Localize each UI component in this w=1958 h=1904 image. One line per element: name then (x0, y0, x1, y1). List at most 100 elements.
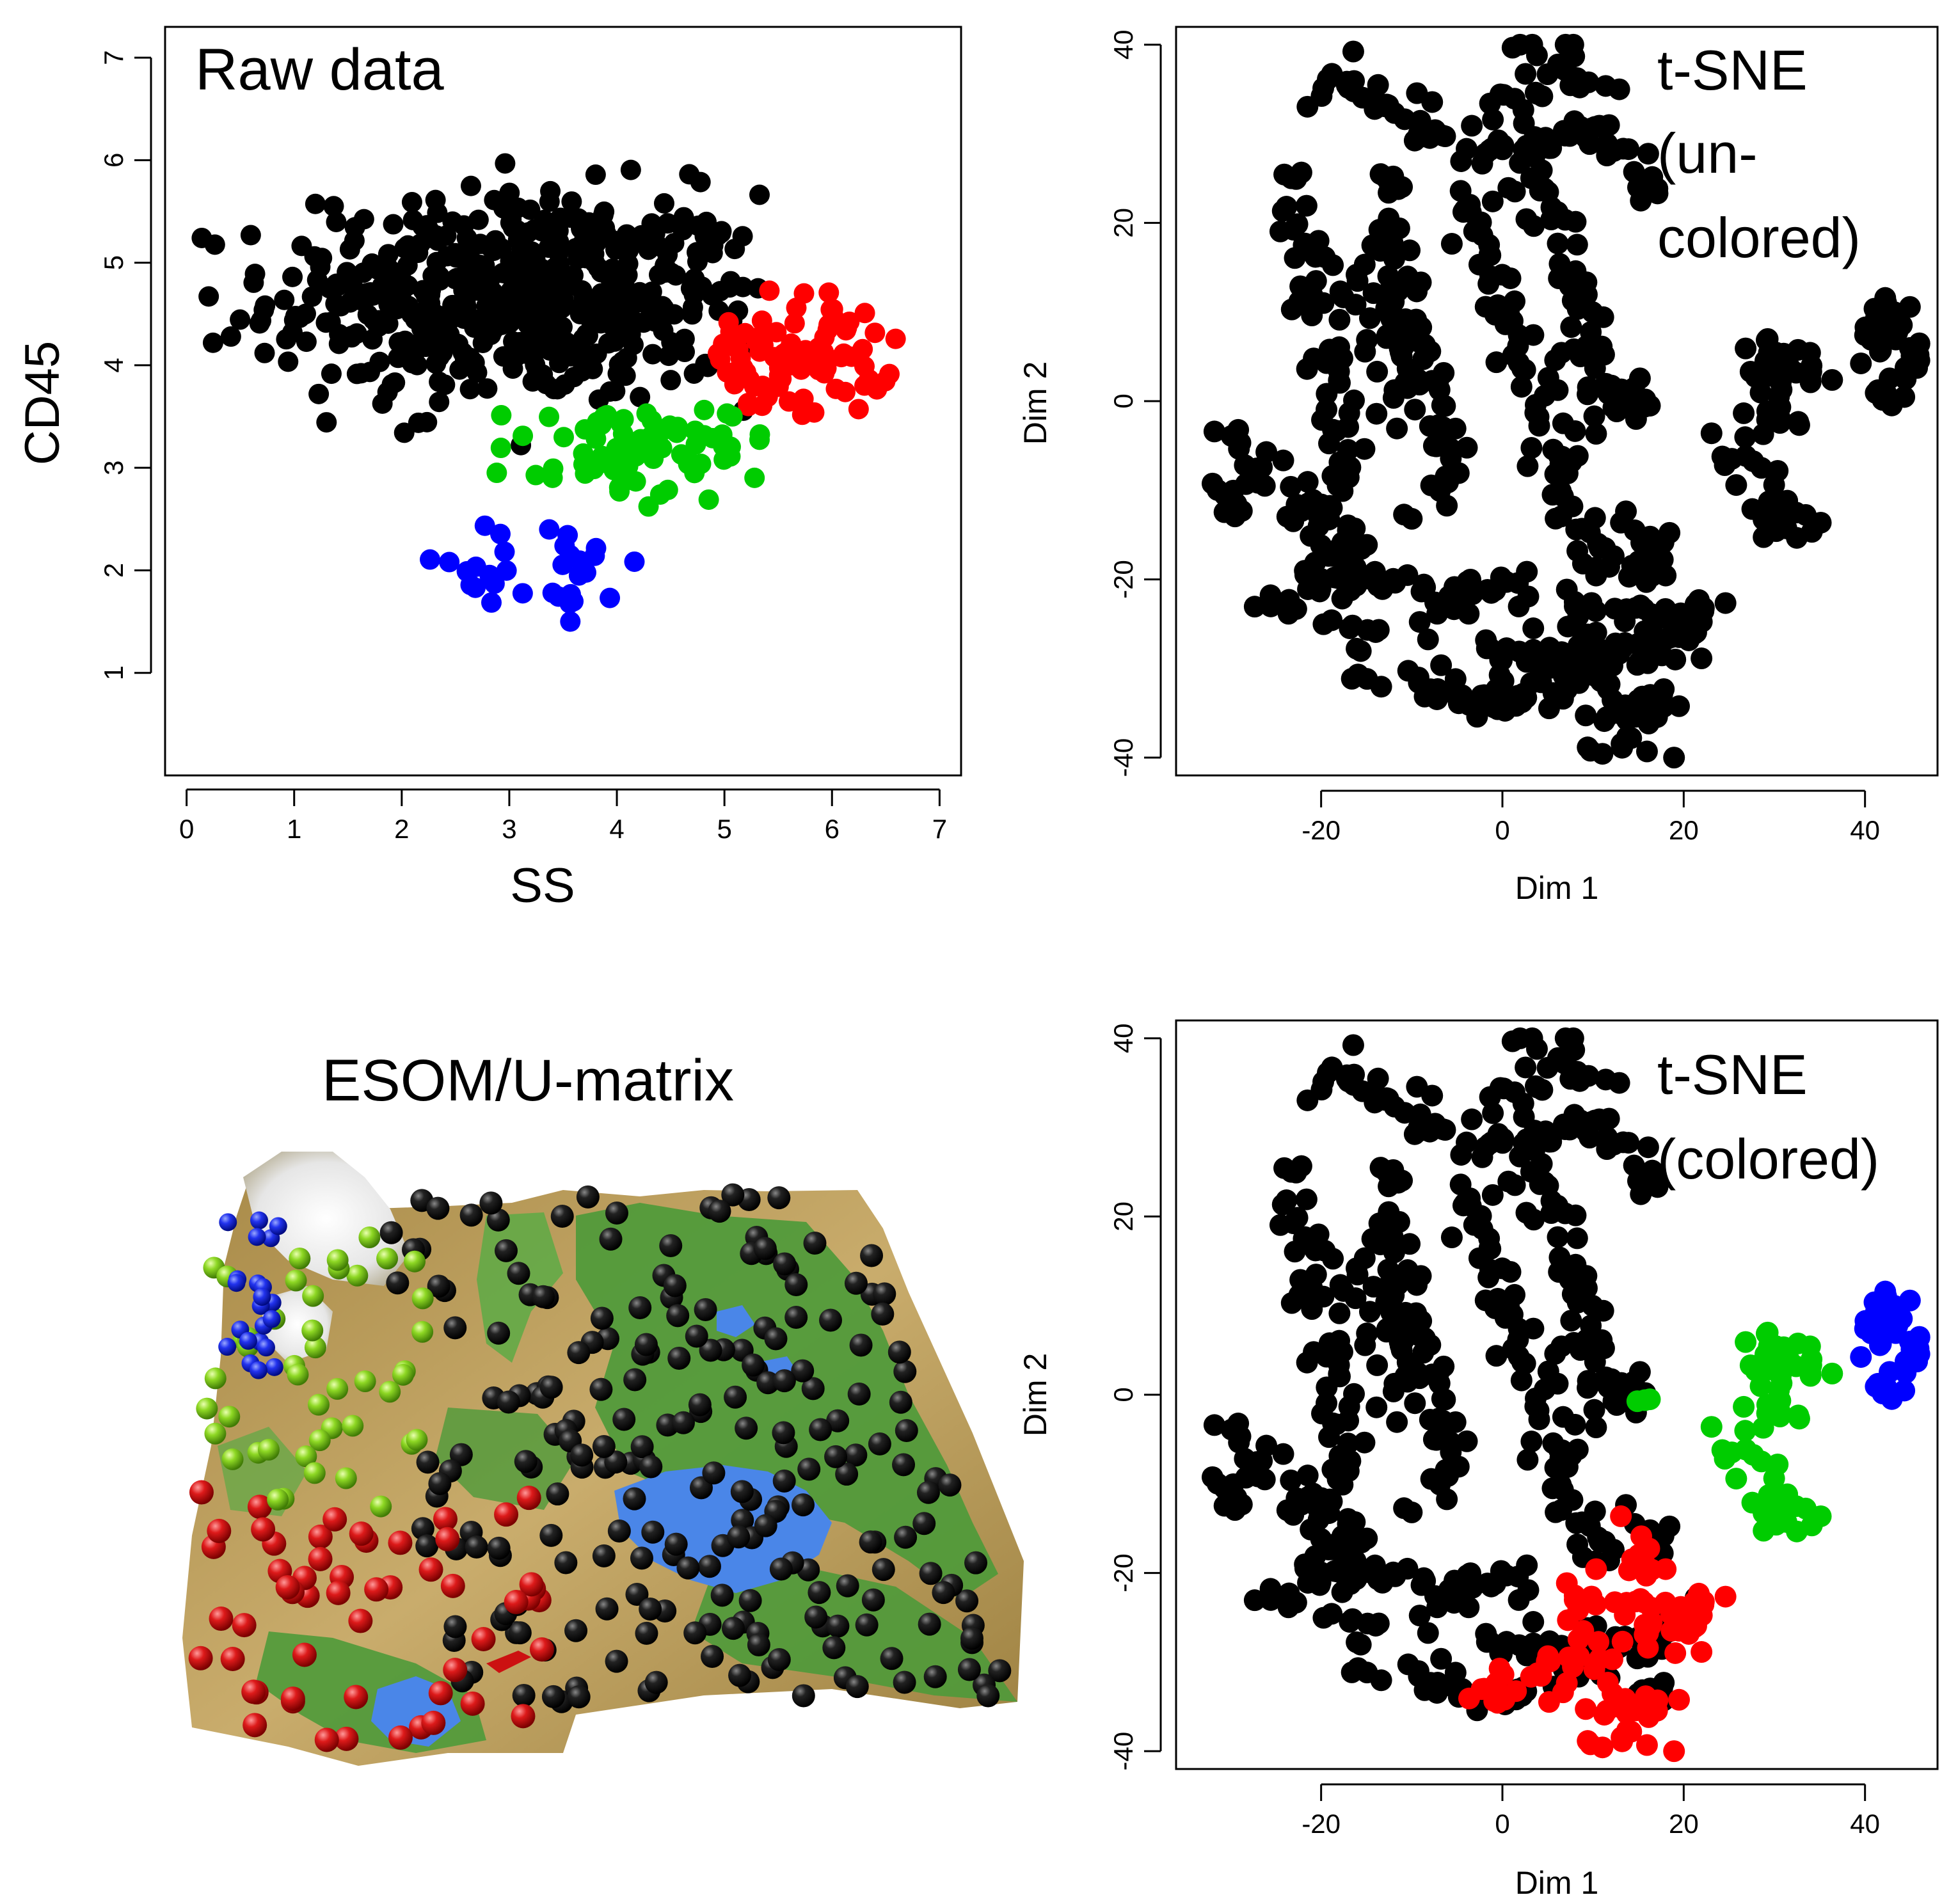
tsne-point-black (1386, 1411, 1408, 1433)
raw-point-red (879, 363, 900, 385)
tsne-point-black (1492, 138, 1514, 161)
esom-point-red (471, 1627, 496, 1652)
esom-point-black (667, 1346, 691, 1370)
raw-point-black (429, 371, 450, 392)
raw-point-black (708, 225, 729, 246)
raw-point-red (839, 311, 860, 332)
esom-point-red (241, 1679, 266, 1704)
tsne-point-black (1408, 1605, 1431, 1627)
esom-point-green (326, 1249, 349, 1271)
tsne-point-black (1801, 354, 1823, 377)
tsne-point-green (1750, 1450, 1772, 1473)
tsne-point-black (1733, 402, 1755, 424)
tsne-point-black (1536, 63, 1559, 86)
esom-point-black (666, 1304, 690, 1328)
tsne-point-black (1356, 668, 1378, 690)
tsne-point-black (1434, 395, 1456, 417)
esom-point-black (507, 1262, 530, 1285)
tsne-point-black (1685, 621, 1707, 644)
raw-point-black (356, 283, 377, 304)
tsne-point-black (1430, 654, 1453, 676)
esom-point-red (348, 1608, 373, 1633)
tsne-point-black (1390, 345, 1413, 367)
esom-point-red (207, 1518, 232, 1543)
tsne-point-blue (1869, 1334, 1891, 1356)
raw-point-blue (481, 592, 502, 613)
tsne-point-black (1581, 1294, 1604, 1317)
esom-point-green (404, 1250, 426, 1273)
y-tick-label: 1 (99, 665, 129, 680)
tsne-point-black (1456, 571, 1479, 593)
tsne-point-black (1735, 445, 1757, 467)
esom-point-blue (253, 1288, 271, 1306)
raw-point-black (388, 347, 409, 369)
tsne-point-black (1485, 351, 1508, 374)
tsne-point-blue (1894, 1350, 1916, 1372)
raw-point-black (724, 239, 745, 260)
raw-point-blue (539, 519, 560, 540)
esom-point-black (428, 1472, 452, 1496)
esom-point-green (257, 1438, 280, 1461)
raw-point-red (834, 381, 856, 402)
tsne-point-black (1479, 92, 1501, 115)
tsne-point-black (1272, 449, 1294, 472)
tsne-point-black (1507, 1566, 1529, 1588)
esom-point-black (964, 1551, 988, 1575)
tsne-point-black (1485, 1345, 1508, 1367)
tsne-point-black (1550, 505, 1573, 528)
raw-point-black (545, 257, 566, 278)
esom-point-black (415, 1534, 439, 1558)
tsne-point-black (1515, 1644, 1538, 1667)
tsne-point-black (1522, 1317, 1545, 1340)
tsne-point-red (1585, 1558, 1607, 1580)
tsne-point-black (1618, 566, 1640, 588)
tsne-point-black (1456, 1131, 1478, 1154)
tsne-point-black (1481, 190, 1504, 212)
tsne-point-black (1611, 637, 1634, 659)
tsne-point-red (1668, 1688, 1691, 1711)
raw-point-green (720, 446, 741, 467)
esom-point-black (835, 1463, 859, 1486)
tsne-point-black (1282, 219, 1305, 241)
esom-point-black (988, 1659, 1012, 1683)
tsne-point-green (1735, 1331, 1757, 1353)
esom-point-black (411, 1517, 434, 1541)
esom-point-green (302, 1285, 324, 1307)
esom-point-red (433, 1507, 458, 1532)
tsne-point-black (1580, 592, 1603, 614)
raw-point-blue (600, 587, 621, 608)
esom-point-black (386, 1271, 410, 1295)
x-tick-label: 2 (394, 814, 409, 844)
esom-point-black (742, 1353, 765, 1377)
tsne-point-black (1332, 1473, 1354, 1496)
tsne-point-black (1341, 667, 1363, 690)
raw-point-black (394, 422, 415, 443)
tsne-point-black (1414, 1569, 1437, 1592)
y-tick-label: 20 (1108, 1202, 1138, 1232)
tsne-point-black (1228, 1431, 1250, 1454)
esom-point-black (592, 1544, 616, 1567)
esom-point-red (519, 1572, 544, 1597)
esom-point-red (247, 1495, 272, 1519)
raw-point-red (781, 346, 802, 367)
tsne-point-black (1482, 108, 1504, 131)
raw-point-black (583, 214, 604, 235)
esom-point-black (918, 1612, 941, 1636)
tsne-point-black (1384, 571, 1406, 594)
tsne1-y-axis: -40 -20 0 20 40 (1108, 29, 1162, 777)
tsne-point-red (1575, 1698, 1597, 1720)
tsne-point-black (1406, 280, 1428, 303)
tsne-point-black (1224, 1499, 1246, 1521)
tsne-point-black (1440, 233, 1463, 255)
tsne-point-black (1520, 672, 1542, 694)
esom-point-black (871, 1302, 895, 1326)
raw-point-black (472, 268, 493, 289)
tsne-point-black (1417, 1622, 1439, 1644)
tsne-point-black (1563, 1104, 1586, 1126)
tsne-point-black (1366, 1354, 1389, 1376)
y-tick-label: 6 (99, 153, 129, 168)
tsne-point-black (1404, 1392, 1426, 1415)
tsne-point-red (1552, 1681, 1574, 1704)
tsne-point-black (1769, 396, 1792, 418)
tsne-point-black (1560, 1310, 1582, 1332)
